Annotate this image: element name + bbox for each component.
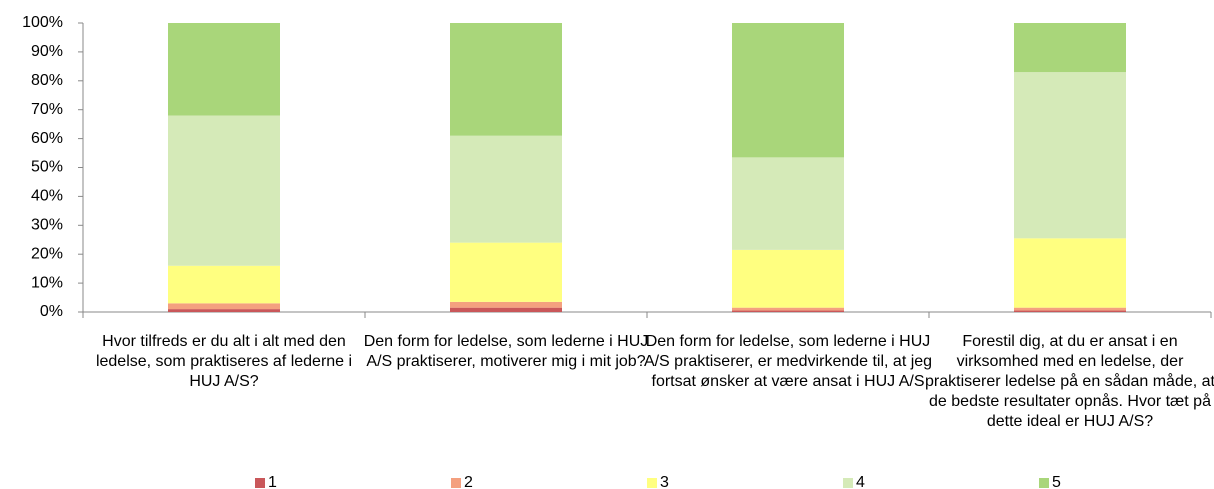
x-tick-label: Den form for ledelse, som lederne i HUJ … [643, 333, 933, 390]
bar-segment [450, 307, 562, 312]
bar-segment [168, 303, 280, 310]
legend-label: 2 [464, 474, 473, 489]
bar-segment [1014, 307, 1126, 311]
y-tick-label: 80% [31, 72, 63, 89]
legend-swatch [451, 478, 461, 488]
bar-segment [1014, 238, 1126, 308]
legend-swatch [255, 478, 265, 488]
y-tick-label: 20% [31, 245, 63, 262]
y-tick-label: 70% [31, 101, 63, 118]
y-tick-label: 40% [31, 188, 63, 205]
legend-label: 3 [660, 474, 669, 489]
x-tick-label: Hvor tilfreds er du alt i alt med den le… [95, 333, 353, 390]
legend-swatch [1039, 478, 1049, 488]
y-tick-label: 0% [40, 303, 63, 320]
legend-label: 5 [1052, 474, 1061, 489]
legend-label: 4 [856, 474, 865, 489]
bar-segment [732, 23, 844, 158]
bar-segment [168, 265, 280, 304]
y-tick-label: 10% [31, 274, 63, 291]
y-tick-label: 90% [31, 43, 63, 60]
x-tick-label-box: Den form for ledelse, som lederne i HUJ … [363, 333, 649, 370]
bar-segment [1014, 310, 1126, 312]
legend-label: 1 [268, 474, 277, 489]
bar-segment [732, 307, 844, 311]
bar-segment [450, 23, 562, 136]
bar-segment [450, 301, 562, 308]
bar-segment [732, 157, 844, 250]
bar-segment [732, 249, 844, 308]
bar-segment [1014, 23, 1126, 73]
x-tick-label-box: Den form for ledelse, som lederne i HUJ … [643, 333, 933, 390]
bar-segment [450, 135, 562, 243]
y-tick-label: 50% [31, 159, 63, 176]
x-tick-label-box: Forestil dig, at du er ansat i en virkso… [925, 333, 1214, 430]
bar-segment [168, 115, 280, 266]
x-tick-label: Den form for ledelse, som lederne i HUJ … [363, 333, 649, 370]
bar-segment [732, 310, 844, 312]
bar-segment [450, 242, 562, 302]
bar-segment [168, 23, 280, 116]
x-tick-label: Forestil dig, at du er ansat i en virkso… [925, 333, 1214, 430]
x-tick-label-box: Hvor tilfreds er du alt i alt med den le… [95, 333, 353, 390]
bar-segment [1014, 72, 1126, 239]
y-tick-label: 100% [22, 14, 63, 31]
legend-swatch [843, 478, 853, 488]
y-tick-label: 60% [31, 130, 63, 147]
bar-segment [168, 309, 280, 312]
legend-swatch [647, 478, 657, 488]
y-tick-label: 30% [31, 217, 63, 234]
